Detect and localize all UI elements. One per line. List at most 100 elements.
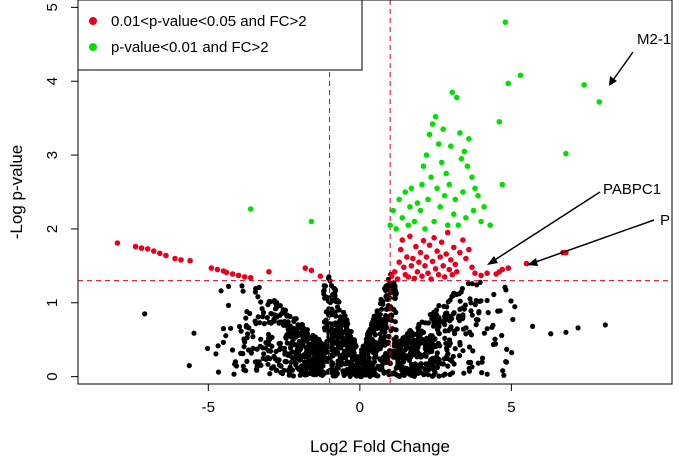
annotation-label-p: P (660, 212, 670, 229)
point-nonsignificant (440, 361, 446, 367)
point-nonsignificant (394, 340, 401, 346)
point-nonsignificant (218, 288, 224, 294)
point-nonsignificant (364, 361, 370, 367)
point-nonsignificant (350, 362, 356, 368)
point-nonsignificant (458, 289, 464, 295)
point-nonsignificant (468, 359, 474, 365)
point-nonsignificant (252, 289, 258, 295)
point-red (391, 269, 398, 275)
point-nonsignificant (457, 339, 463, 346)
point-nonsignificant (351, 337, 357, 343)
point-nonsignificant (277, 340, 283, 346)
point-nonsignificant (351, 350, 357, 356)
point-nonsignificant (261, 321, 267, 327)
point-nonsignificant (451, 361, 457, 367)
point-nonsignificant (263, 345, 269, 351)
point-red (266, 269, 272, 275)
point-red (478, 272, 484, 279)
point-nonsignificant (330, 373, 336, 379)
point-nonsignificant (229, 347, 236, 353)
point-nonsignificant (369, 326, 375, 332)
point-nonsignificant (386, 352, 392, 358)
point-nonsignificant (529, 323, 536, 329)
point-green (472, 185, 478, 192)
point-nonsignificant (421, 351, 428, 358)
point-nonsignificant (316, 353, 323, 359)
point-green (408, 185, 415, 192)
annotation-arrowhead-pabpc1 (487, 256, 498, 265)
point-nonsignificant (246, 325, 252, 331)
point-nonsignificant (299, 321, 305, 328)
point-nonsignificant (274, 300, 280, 306)
point-nonsignificant (344, 370, 351, 376)
point-nonsignificant (273, 304, 280, 311)
point-nonsignificant (347, 334, 353, 340)
y-tick-label: 5 (44, 3, 61, 11)
point-red (317, 273, 324, 280)
point-nonsignificant (477, 298, 483, 304)
point-green (432, 113, 439, 120)
point-nonsignificant (475, 360, 481, 366)
point-nonsignificant (377, 331, 383, 337)
point-red (416, 259, 422, 266)
point-nonsignificant (280, 370, 286, 377)
point-red (419, 273, 425, 280)
point-nonsignificant (332, 320, 339, 326)
annotation-arrow-m2-1 (610, 51, 634, 84)
point-green (438, 159, 445, 166)
point-nonsignificant (215, 343, 221, 349)
point-nonsignificant (284, 313, 290, 319)
point-red (229, 271, 236, 277)
point-nonsignificant (369, 319, 376, 325)
x-tick-label: 5 (507, 399, 515, 416)
point-nonsignificant (412, 365, 418, 371)
point-red (472, 270, 478, 277)
point-red (132, 243, 139, 250)
point-nonsignificant (492, 336, 498, 342)
point-red (422, 263, 428, 269)
point-nonsignificant (263, 340, 269, 346)
point-nonsignificant (428, 333, 434, 339)
point-red (208, 265, 215, 271)
point-nonsignificant (502, 284, 508, 290)
point-red (398, 246, 404, 253)
point-red (446, 266, 453, 273)
point-nonsignificant (391, 306, 397, 313)
point-nonsignificant (302, 362, 308, 369)
point-nonsignificant (249, 328, 255, 335)
point-nonsignificant (484, 326, 490, 332)
point-nonsignificant (390, 282, 396, 288)
point-nonsignificant (442, 371, 448, 377)
point-nonsignificant (244, 335, 250, 341)
point-nonsignificant (284, 340, 290, 346)
point-green (457, 130, 463, 136)
point-nonsignificant (444, 304, 450, 310)
point-nonsignificant (278, 363, 284, 369)
point-nonsignificant (213, 351, 219, 357)
point-green (448, 143, 454, 149)
point-nonsignificant (354, 356, 360, 363)
point-nonsignificant (447, 337, 453, 343)
point-nonsignificant (447, 357, 453, 363)
point-nonsignificant (512, 304, 518, 310)
point-nonsignificant (304, 330, 310, 337)
point-nonsignificant (301, 354, 308, 360)
point-red (404, 254, 410, 260)
point-nonsignificant (445, 351, 451, 357)
point-green (461, 148, 468, 155)
point-nonsignificant (380, 325, 386, 331)
point-nonsignificant (504, 346, 510, 352)
legend-marker-red (89, 17, 97, 25)
point-nonsignificant (392, 292, 398, 298)
point-nonsignificant (509, 350, 515, 356)
point-nonsignificant (436, 303, 442, 309)
point-nonsignificant (231, 371, 237, 377)
point-nonsignificant (406, 337, 412, 343)
point-nonsignificant (335, 333, 341, 339)
point-green (596, 99, 603, 105)
point-nonsignificant (326, 311, 332, 317)
point-nonsignificant (306, 343, 312, 349)
point-nonsignificant (330, 348, 336, 354)
y-tick-label: 2 (44, 225, 61, 233)
point-nonsignificant (298, 343, 304, 349)
